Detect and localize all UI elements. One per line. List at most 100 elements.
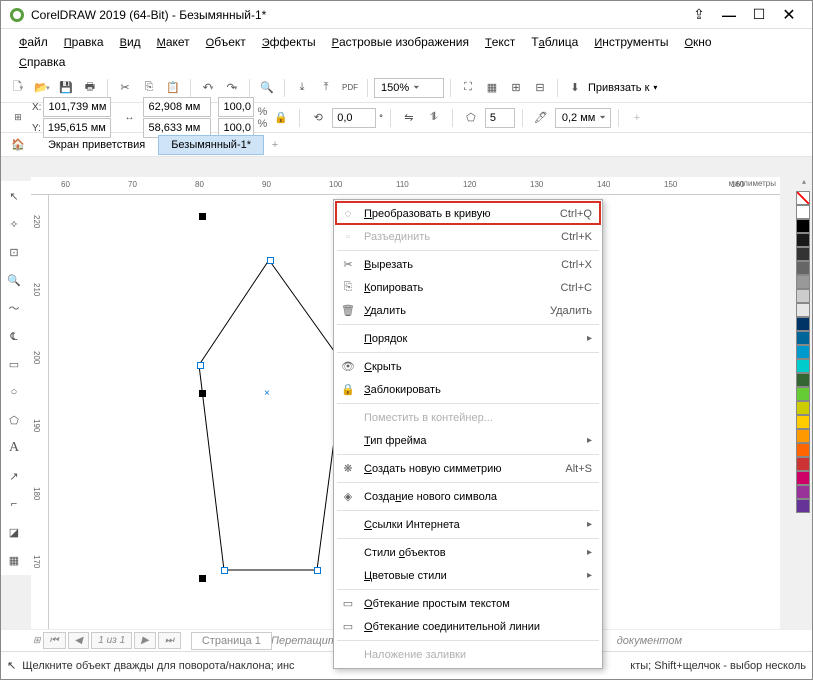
pdf-icon[interactable]: PDF — [339, 77, 361, 99]
pick-tool-icon[interactable]: ↖ — [3, 185, 25, 207]
mirror-v-icon[interactable]: ⥮ — [423, 107, 445, 129]
swatch[interactable] — [796, 205, 810, 219]
rotation-input[interactable]: 0,0 — [332, 108, 376, 128]
new-icon[interactable]: 🗋▾ — [7, 77, 29, 99]
ctx-обтекание-соединител[interactable]: ▭Обтекание соединительной линии — [334, 615, 602, 638]
swatch[interactable] — [796, 471, 810, 485]
crop-tool-icon[interactable]: ⊡ — [3, 241, 25, 263]
ctx-вырезать[interactable]: ✂ВырезатьCtrl+X — [334, 253, 602, 276]
shadow-tool-icon[interactable]: ◪ — [3, 521, 25, 543]
share-icon[interactable]: ⇪ — [684, 5, 714, 25]
swatch[interactable] — [796, 499, 810, 513]
ctx-удалить[interactable]: 🗑УдалитьУдалить — [334, 299, 602, 322]
export-icon[interactable]: ⤒ — [315, 77, 337, 99]
menu-raster[interactable]: Растровые изображения — [324, 32, 477, 52]
tab-document[interactable]: Безымянный-1* — [158, 135, 264, 155]
ctx-тип-фрейма[interactable]: Тип фрейма▸ — [334, 429, 602, 452]
maximize-button[interactable]: ☐ — [744, 5, 774, 25]
swatch[interactable] — [796, 457, 810, 471]
freehand-tool-icon[interactable]: 〜 — [3, 297, 25, 319]
new-tab-icon[interactable]: + — [264, 134, 286, 156]
ellipse-tool-icon[interactable]: ○ — [3, 381, 25, 403]
undo-icon[interactable]: ↶▾ — [197, 77, 219, 99]
parallel-tool-icon[interactable]: ↗ — [3, 465, 25, 487]
paste-icon[interactable]: 📋 — [162, 77, 184, 99]
menu-edit[interactable]: Правка — [56, 32, 112, 52]
copy-icon[interactable]: ⎘ — [138, 77, 160, 99]
swatch[interactable] — [796, 373, 810, 387]
swatch[interactable] — [796, 485, 810, 499]
ctx-скрыть[interactable]: 👁Скрыть — [334, 355, 602, 378]
x-input[interactable]: 101,739 мм — [43, 97, 111, 117]
snap-icon[interactable]: ⬇ — [564, 77, 586, 99]
rectangle-tool-icon[interactable]: ▭ — [3, 353, 25, 375]
menu-tools[interactable]: Инструменты — [586, 32, 676, 52]
swatch[interactable] — [796, 275, 810, 289]
menu-layout[interactable]: Макет — [149, 32, 198, 52]
ctx-заблокировать[interactable]: 🔒Заблокировать — [334, 378, 602, 401]
home-icon[interactable]: 🏠 — [7, 134, 29, 156]
ctx-копировать[interactable]: ⎘КопироватьCtrl+C — [334, 276, 602, 299]
swatch[interactable] — [796, 401, 810, 415]
ctx-создать-новую-симмет[interactable]: ❋Создать новую симметриюAlt+S — [334, 457, 602, 480]
palette-up-icon[interactable]: ▴ — [796, 177, 812, 191]
minimize-button[interactable]: — — [714, 5, 744, 25]
snap-label[interactable]: Привязать к — [588, 82, 649, 94]
swatch[interactable] — [796, 247, 810, 261]
outline-combo[interactable]: 0,2 мм — [555, 108, 611, 128]
polygon-shape[interactable] — [199, 250, 349, 590]
swatch[interactable] — [796, 233, 810, 247]
swatch[interactable] — [796, 429, 810, 443]
cut-icon[interactable]: ✂ — [114, 77, 136, 99]
text-tool-icon[interactable]: A — [3, 437, 25, 459]
swatch[interactable] — [796, 317, 810, 331]
swatch[interactable] — [796, 289, 810, 303]
search-icon[interactable]: 🔍 — [256, 77, 278, 99]
ctx-порядок[interactable]: Порядок▸ — [334, 327, 602, 350]
page-next[interactable]: ▶ — [134, 632, 156, 649]
swatch[interactable] — [796, 345, 810, 359]
ctx-ссылки-интернета[interactable]: Ссылки Интернета▸ — [334, 513, 602, 536]
no-color-swatch[interactable] — [796, 191, 810, 205]
ruler-icon[interactable]: ▦ — [481, 77, 503, 99]
swatch[interactable] — [796, 303, 810, 317]
add-icon[interactable]: + — [626, 107, 648, 129]
ctx-создание-нового-симв[interactable]: ◈Создание нового символа — [334, 485, 602, 508]
mirror-h-icon[interactable]: ⇋ — [398, 107, 420, 129]
menu-table[interactable]: Таблица — [523, 32, 586, 52]
menu-text[interactable]: Текст — [477, 32, 523, 52]
page-last[interactable]: ⏭ — [158, 632, 181, 649]
page-prev[interactable]: ◀ — [68, 632, 90, 649]
open-icon[interactable]: 📂▾ — [31, 77, 53, 99]
sides-input[interactable]: 5 — [485, 108, 515, 128]
ctx-цветовые-стили[interactable]: Цветовые стили▸ — [334, 564, 602, 587]
redo-icon[interactable]: ↷▾ — [221, 77, 243, 99]
ctx-преобразовать-в-крив[interactable]: ◌Преобразовать в кривуюCtrl+Q — [334, 202, 602, 225]
menu-window[interactable]: Окно — [676, 32, 719, 52]
menu-object[interactable]: Объект — [198, 32, 254, 52]
sx-input[interactable]: 100,0 — [218, 97, 254, 117]
artistic-tool-icon[interactable]: ℄ — [3, 325, 25, 347]
swatch[interactable] — [796, 261, 810, 275]
connector-tool-icon[interactable]: ⌐ — [3, 493, 25, 515]
tab-welcome[interactable]: Экран приветствия — [35, 135, 158, 155]
page-tab[interactable]: Страница 1 — [191, 632, 272, 650]
swatch[interactable] — [796, 443, 810, 457]
menu-file[interactable]: Файл — [11, 32, 56, 52]
menu-view[interactable]: Вид — [112, 32, 149, 52]
grid-icon[interactable]: ⊞ — [505, 77, 527, 99]
menu-effects[interactable]: Эффекты — [254, 32, 324, 52]
zoom-tool-icon[interactable]: 🔍 — [3, 269, 25, 291]
swatch[interactable] — [796, 359, 810, 373]
zoom-combo[interactable]: 150% — [374, 78, 444, 98]
swatch[interactable] — [796, 331, 810, 345]
menu-help[interactable]: Справка — [11, 52, 802, 72]
fullscreen-icon[interactable]: ⛶ — [457, 77, 479, 99]
swatch[interactable] — [796, 415, 810, 429]
swatch[interactable] — [796, 219, 810, 233]
shape-tool-icon[interactable]: ✧ — [3, 213, 25, 235]
ctx-обтекание-простым-те[interactable]: ▭Обтекание простым текстом — [334, 592, 602, 615]
save-icon[interactable]: 💾 — [55, 77, 77, 99]
polygon-tool-icon[interactable]: ⬠ — [3, 409, 25, 431]
w-input[interactable]: 62,908 мм — [143, 97, 211, 117]
